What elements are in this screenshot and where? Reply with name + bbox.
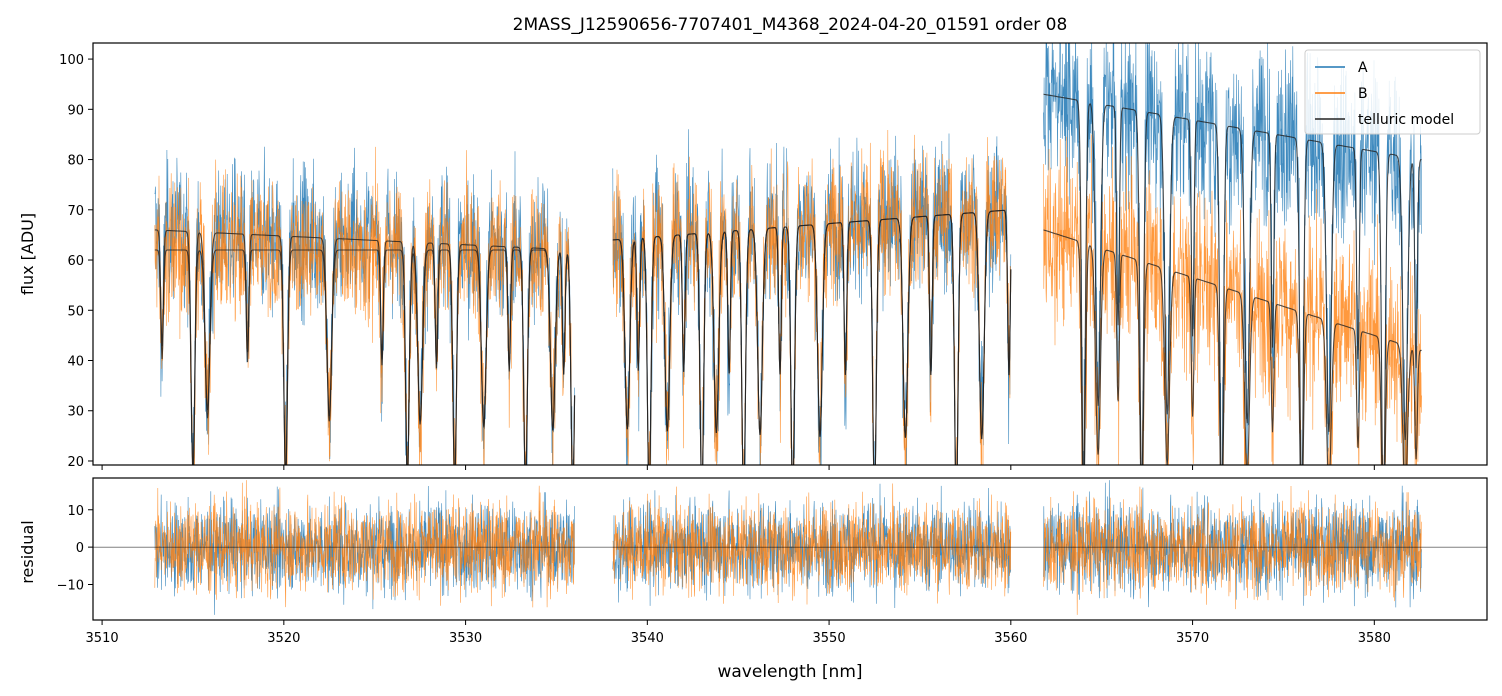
bottom-y-axis-label: residual — [18, 520, 37, 583]
series-b-segment-0 — [154, 146, 575, 465]
top-y-tick-label: 20 — [67, 455, 84, 470]
bottom-x-tick-label: 3580 — [1358, 631, 1391, 646]
bottom-x-ticks: 3510 3520 3530 3540 3550 3560 3570 3580 — [86, 620, 1391, 646]
top-y-tick-label: 30 — [67, 405, 84, 420]
top-y-ticks: 20 30 40 50 60 70 80 90 100 — [59, 53, 93, 470]
series-b-segment-2 — [1043, 134, 1422, 465]
series-b-flux — [154, 129, 1422, 465]
residual-b-segment-0 — [154, 480, 575, 608]
chart-title: 2MASS_J12590656-7707401_M4368_2024-04-20… — [513, 15, 1068, 35]
top-y-tick-label: 80 — [67, 154, 84, 169]
bottom-x-tick-label: 3570 — [1176, 631, 1209, 646]
series-b-segment-1 — [612, 129, 1012, 465]
legend-box — [1304, 49, 1481, 135]
telluric-model-b-segment-1 — [612, 209, 1012, 465]
top-axes-frame — [92, 42, 1488, 466]
bottom-x-tick-label: 3530 — [449, 631, 482, 646]
telluric-model-b-segment-0 — [154, 249, 576, 465]
top-y-tick-label: 50 — [67, 304, 84, 319]
residual-b-segment-2 — [1043, 485, 1422, 615]
bottom-x-tick-label: 3550 — [813, 631, 846, 646]
telluric-model-b-segment-2 — [1043, 229, 1422, 465]
top-y-tick-label: 40 — [67, 355, 84, 370]
telluric-model-a-segment-2 — [1043, 93, 1422, 465]
top-x-ticks — [101, 465, 1375, 470]
telluric-model-a-segment-0 — [154, 229, 576, 465]
bottom-y-tick-label: −10 — [57, 579, 84, 594]
top-y-tick-label: 70 — [67, 204, 84, 219]
top-y-axis-label: flux [ADU] — [18, 213, 37, 295]
series-b-residual — [154, 480, 1422, 615]
bottom-x-tick-label: 3540 — [631, 631, 664, 646]
legend-label-a: A — [1358, 60, 1368, 76]
bottom-x-tick-label: 3560 — [994, 631, 1027, 646]
legend: A B telluric model — [1304, 49, 1481, 135]
top-y-tick-label: 60 — [67, 254, 84, 269]
bottom-axes-frame — [92, 477, 1488, 621]
bottom-plot-area — [93, 480, 1487, 615]
top-plot-area — [154, 43, 1422, 465]
bottom-y-tick-label: 10 — [67, 504, 84, 519]
telluric-model-lines — [154, 93, 1422, 465]
bottom-x-tick-label: 3520 — [267, 631, 300, 646]
x-axis-label: wavelength [nm] — [717, 662, 862, 682]
legend-label-telluric: telluric model — [1358, 112, 1454, 128]
top-y-tick-label: 90 — [67, 103, 84, 118]
bottom-x-tick-label: 3510 — [86, 631, 119, 646]
bottom-y-tick-label: 0 — [76, 541, 84, 556]
top-y-tick-label: 100 — [59, 53, 84, 68]
bottom-y-ticks: −10 0 10 — [57, 504, 93, 594]
legend-label-b: B — [1358, 86, 1368, 102]
residual-b-segment-1 — [612, 483, 1012, 605]
